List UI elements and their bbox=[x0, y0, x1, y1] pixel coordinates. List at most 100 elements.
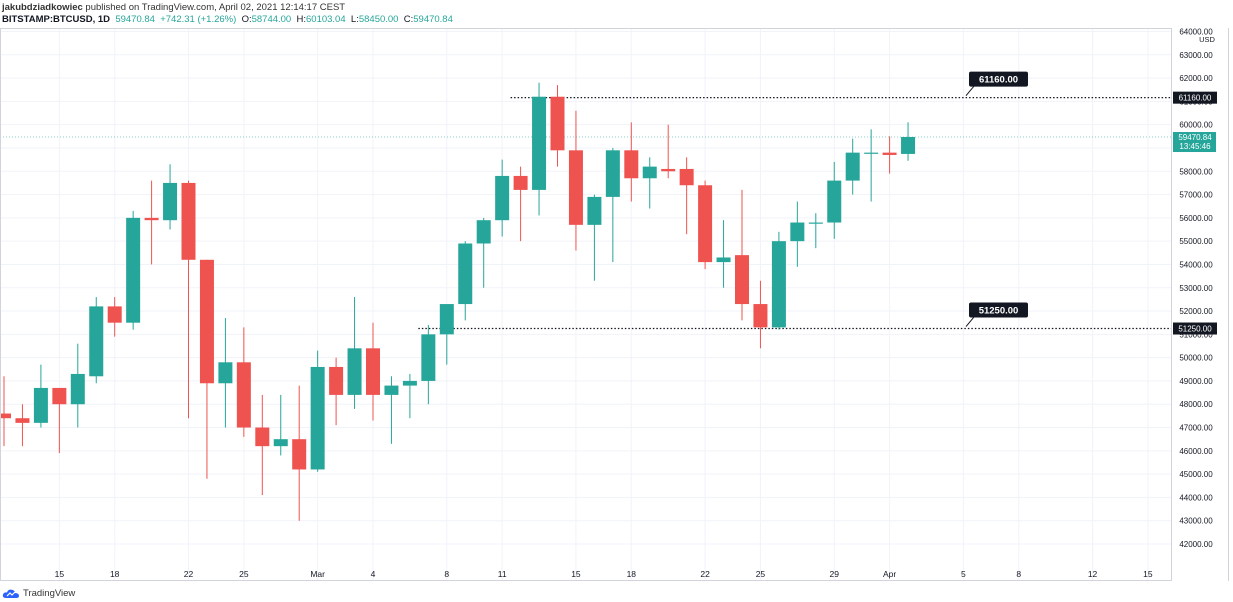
candles[interactable] bbox=[0, 82, 916, 521]
high-label: H: bbox=[296, 14, 307, 25]
time-tick-label: 18 bbox=[110, 569, 120, 579]
time-tick-label: 15 bbox=[571, 569, 581, 579]
candle[interactable] bbox=[0, 376, 11, 447]
candle[interactable] bbox=[236, 327, 251, 437]
candle-body bbox=[698, 185, 713, 263]
candle[interactable] bbox=[901, 122, 916, 161]
candle[interactable] bbox=[310, 350, 325, 472]
resistance-axis-tag bbox=[1173, 91, 1217, 104]
candle[interactable] bbox=[366, 322, 380, 421]
candle-body bbox=[144, 217, 159, 221]
candle-body bbox=[255, 427, 270, 447]
close-value: 59470.84 bbox=[413, 14, 453, 25]
candle[interactable] bbox=[476, 217, 491, 288]
candle[interactable] bbox=[163, 164, 178, 230]
cloud-logo-icon bbox=[2, 589, 20, 598]
support-axis-tag bbox=[1173, 322, 1217, 335]
candle[interactable] bbox=[513, 166, 528, 242]
candle[interactable] bbox=[199, 259, 214, 479]
candle[interactable] bbox=[642, 157, 657, 209]
support-axis-tag-label: 51250.00 bbox=[1178, 325, 1212, 334]
candle[interactable] bbox=[273, 394, 288, 456]
candle[interactable] bbox=[292, 385, 307, 521]
candle[interactable] bbox=[218, 318, 233, 428]
candle-body bbox=[495, 175, 510, 221]
candle[interactable] bbox=[679, 157, 694, 235]
candle[interactable] bbox=[882, 136, 897, 174]
candle[interactable] bbox=[181, 180, 196, 419]
candle-body bbox=[421, 334, 436, 381]
candle[interactable] bbox=[532, 82, 547, 216]
candle[interactable] bbox=[458, 241, 473, 321]
candle[interactable] bbox=[89, 297, 104, 384]
candle[interactable] bbox=[790, 201, 805, 267]
candle[interactable] bbox=[827, 161, 842, 239]
price-tick-label: 45000.00 bbox=[1179, 470, 1213, 479]
candle-body bbox=[476, 220, 491, 244]
time-tick-label: 12 bbox=[1088, 569, 1098, 579]
open-label: O: bbox=[241, 14, 252, 25]
price-tick-label: 46000.00 bbox=[1179, 447, 1213, 456]
candle[interactable] bbox=[735, 189, 749, 321]
low-value: 58450.00 bbox=[358, 14, 399, 25]
publish-text: published on TradingView.com, April 02, … bbox=[85, 2, 346, 13]
time-tick-label: 15 bbox=[55, 569, 65, 579]
last-price-value: 59470.84 bbox=[115, 14, 155, 25]
candle-body bbox=[163, 182, 178, 221]
candle[interactable] bbox=[70, 343, 85, 428]
time-tick-label: 8 bbox=[444, 569, 449, 579]
candle[interactable] bbox=[15, 404, 30, 447]
candle[interactable] bbox=[347, 297, 362, 409]
candle[interactable] bbox=[753, 280, 768, 349]
candle[interactable] bbox=[495, 159, 510, 237]
candle[interactable] bbox=[33, 364, 48, 428]
close-label: C: bbox=[403, 14, 414, 25]
candle[interactable] bbox=[771, 231, 786, 330]
candle[interactable] bbox=[329, 357, 344, 426]
symbol-label: BITSTAMP:BTCUSD, 1D bbox=[2, 14, 111, 25]
candle[interactable] bbox=[107, 297, 122, 337]
support-callout-box[interactable] bbox=[969, 302, 1028, 318]
candle[interactable] bbox=[126, 210, 141, 330]
candle[interactable] bbox=[144, 180, 159, 265]
candle[interactable] bbox=[845, 138, 860, 195]
time-tick-label: 25 bbox=[239, 569, 249, 579]
candle[interactable] bbox=[808, 213, 823, 249]
candle-body bbox=[347, 348, 362, 395]
candle-body bbox=[33, 387, 48, 423]
candle[interactable] bbox=[255, 394, 270, 496]
time-axis[interactable]: 15 18 22 25 Mar 4 8 11 15 18 22 25 29 Apr 5 8 12 15 bbox=[55, 569, 1153, 579]
candle-body bbox=[790, 222, 805, 242]
resistance-callout-box[interactable] bbox=[969, 71, 1028, 87]
candle[interactable] bbox=[402, 373, 417, 419]
last-price-countdown: 13:45:46 bbox=[1179, 142, 1211, 151]
candle-body bbox=[587, 196, 602, 225]
candle[interactable] bbox=[624, 122, 639, 202]
candle-body bbox=[70, 373, 85, 405]
candle[interactable] bbox=[587, 194, 602, 281]
price-axis[interactable]: 64000.0063000.0062000.0061000.0060000.00… bbox=[1179, 28, 1213, 550]
candle[interactable] bbox=[550, 85, 565, 167]
candle[interactable] bbox=[661, 124, 676, 179]
time-tick-label: 29 bbox=[830, 569, 840, 579]
tradingview-brand[interactable]: TradingView bbox=[2, 588, 75, 599]
candle[interactable] bbox=[421, 325, 436, 405]
candle-body bbox=[882, 152, 897, 155]
candle[interactable] bbox=[716, 220, 731, 288]
candle[interactable] bbox=[605, 147, 620, 263]
price-tick-label: 64000.00 bbox=[1179, 28, 1213, 37]
candle[interactable] bbox=[568, 110, 583, 251]
candle[interactable] bbox=[864, 129, 879, 202]
candle[interactable] bbox=[698, 180, 713, 270]
currency-label: USD bbox=[1199, 35, 1215, 44]
resistance-callout-label: 61160.00 bbox=[979, 75, 1018, 86]
candle-body bbox=[52, 387, 67, 405]
candle[interactable] bbox=[52, 387, 67, 454]
candle-body bbox=[753, 304, 768, 328]
candle[interactable] bbox=[384, 376, 399, 444]
time-tick-label: 4 bbox=[371, 569, 376, 579]
candle-body bbox=[15, 418, 30, 423]
candle[interactable] bbox=[439, 304, 454, 365]
